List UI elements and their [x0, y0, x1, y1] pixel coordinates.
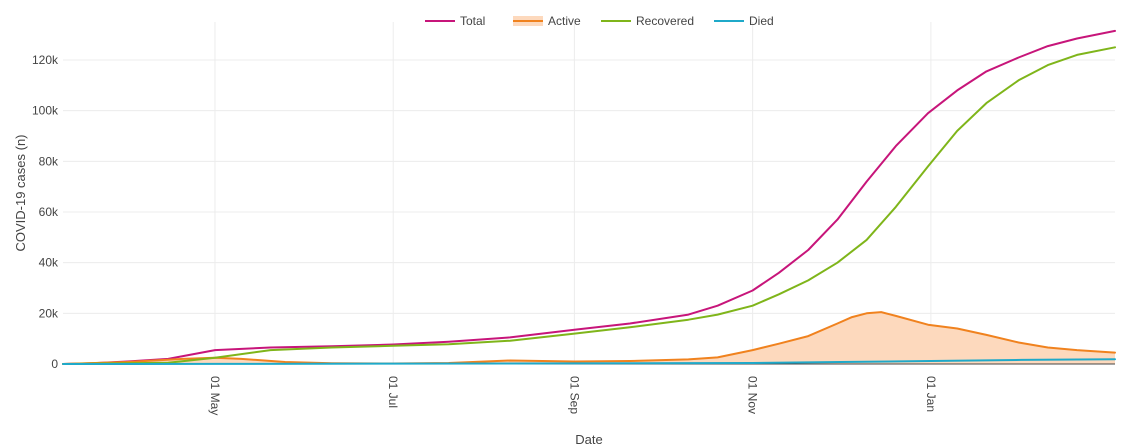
x-tick-label: 01 Jan [924, 376, 938, 412]
y-axis-ticks: 0 20k 40k 60k 80k 100k 120k [32, 53, 59, 371]
x-tick-label: 01 Jul [386, 376, 400, 408]
legend-label: Active [548, 14, 581, 28]
y-tick-label: 60k [39, 205, 59, 219]
y-tick-label: 0 [51, 357, 58, 371]
x-axis-title: Date [575, 432, 602, 445]
series-area-active [63, 312, 1115, 364]
legend-item-recovered[interactable]: Recovered [601, 14, 694, 28]
y-tick-label: 100k [32, 104, 59, 118]
grid-lines [63, 22, 1115, 364]
legend-item-died[interactable]: Died [714, 14, 774, 28]
legend-label: Died [749, 14, 774, 28]
legend-label: Recovered [636, 14, 694, 28]
area-fills [63, 312, 1115, 364]
y-tick-label: 80k [39, 154, 59, 168]
x-tick-label: 01 May [208, 376, 222, 415]
y-tick-label: 40k [39, 256, 59, 270]
y-tick-label: 20k [39, 306, 59, 320]
legend: Total Active Recovered Died [425, 14, 774, 28]
series-lines [62, 29, 1116, 365]
series-line-recovered [62, 46, 1116, 365]
legend-label: Total [460, 14, 485, 28]
legend-item-total[interactable]: Total [425, 14, 485, 28]
x-tick-label: 01 Nov [746, 376, 760, 414]
legend-item-active[interactable]: Active [513, 14, 581, 28]
y-tick-label: 120k [32, 53, 59, 67]
x-axis-ticks: 01 May 01 Jul 01 Sep 01 Nov 01 Jan [208, 376, 938, 415]
series-line-died [62, 358, 1116, 365]
series-line-total [62, 29, 1116, 365]
y-axis-title: COVID-19 cases (n) [13, 134, 28, 251]
x-tick-label: 01 Sep [567, 376, 581, 414]
series-line-active [62, 311, 1116, 365]
